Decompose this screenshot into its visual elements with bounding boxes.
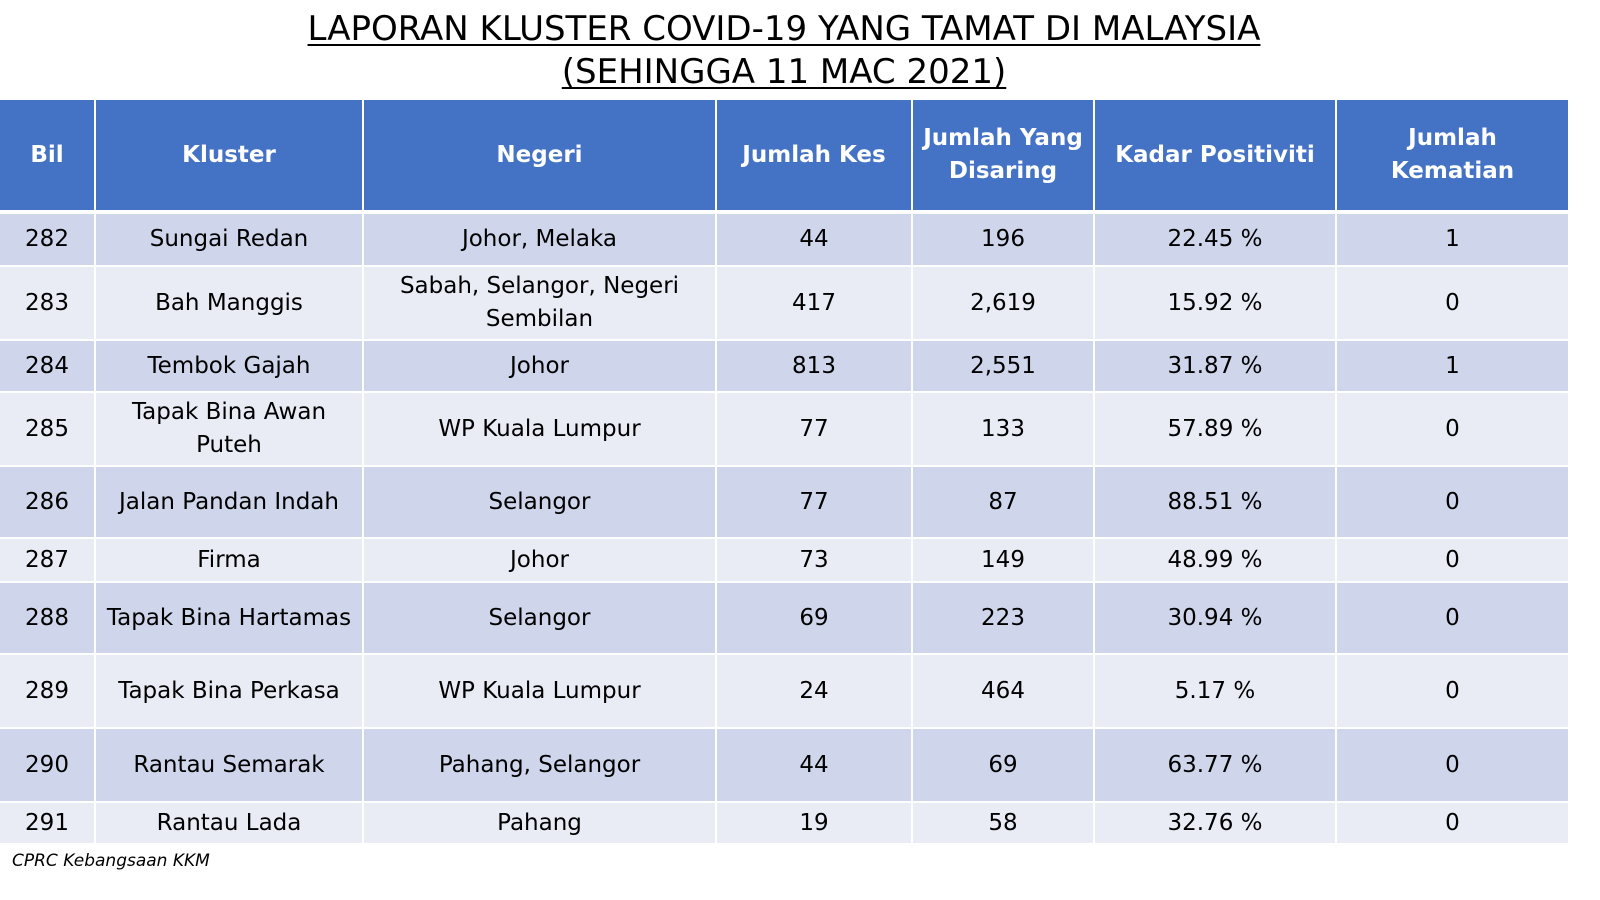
table-header-row: Bil Kluster Negeri Jumlah Kes Jumlah Yan… <box>0 100 1568 214</box>
cell-disaring: 58 <box>912 802 1095 845</box>
cell-kes: 73 <box>716 538 913 583</box>
cell-positiviti: 32.76 % <box>1094 802 1337 845</box>
cell-positiviti: 48.99 % <box>1094 538 1337 583</box>
cell-kluster: Tembok Gajah <box>95 340 364 393</box>
cell-kluster: Rantau Semarak <box>95 728 364 803</box>
cell-disaring: 69 <box>912 728 1095 803</box>
cell-bil: 284 <box>0 340 96 393</box>
cell-positiviti: 63.77 % <box>1094 728 1337 803</box>
cell-kluster: Sungai Redan <box>95 212 364 267</box>
header-negeri: Negeri <box>363 100 717 214</box>
table-row: 287 Firma Johor 73 149 48.99 % 0 <box>0 538 1568 583</box>
cell-disaring: 133 <box>912 392 1095 467</box>
cell-kluster: Tapak Bina Awan Puteh <box>95 392 364 467</box>
cell-positiviti: 15.92 % <box>1094 266 1337 341</box>
cell-kes: 19 <box>716 802 913 845</box>
table-row: 286 Jalan Pandan Indah Selangor 77 87 88… <box>0 466 1568 539</box>
cell-negeri: Johor <box>363 340 717 393</box>
cell-kematian: 0 <box>1336 538 1568 583</box>
cell-disaring: 2,619 <box>912 266 1095 341</box>
cell-kes: 77 <box>716 392 913 467</box>
cell-bil: 282 <box>0 212 96 267</box>
cell-positiviti: 5.17 % <box>1094 654 1337 729</box>
cell-kluster: Bah Manggis <box>95 266 364 341</box>
cell-kematian: 0 <box>1336 654 1568 729</box>
table-row: 282 Sungai Redan Johor, Melaka 44 196 22… <box>0 212 1568 267</box>
header-bil: Bil <box>0 100 96 214</box>
cell-disaring: 2,551 <box>912 340 1095 393</box>
header-jumlah-disaring: Jumlah Yang Disaring <box>912 100 1095 214</box>
cell-bil: 289 <box>0 654 96 729</box>
cell-kes: 44 <box>716 728 913 803</box>
cell-positiviti: 31.87 % <box>1094 340 1337 393</box>
cell-positiviti: 30.94 % <box>1094 582 1337 655</box>
page-title: LAPORAN KLUSTER COVID-19 YANG TAMAT DI M… <box>0 8 1568 94</box>
table-row: 284 Tembok Gajah Johor 813 2,551 31.87 %… <box>0 340 1568 393</box>
cell-negeri: WP Kuala Lumpur <box>363 392 717 467</box>
table-row: 290 Rantau Semarak Pahang, Selangor 44 6… <box>0 728 1568 803</box>
table-row: 289 Tapak Bina Perkasa WP Kuala Lumpur 2… <box>0 654 1568 729</box>
header-jumlah-kes: Jumlah Kes <box>716 100 913 214</box>
cell-kes: 417 <box>716 266 913 341</box>
title-line-1: LAPORAN KLUSTER COVID-19 YANG TAMAT DI M… <box>307 9 1261 49</box>
cell-bil: 288 <box>0 582 96 655</box>
cell-disaring: 149 <box>912 538 1095 583</box>
cell-kematian: 0 <box>1336 466 1568 539</box>
cell-kes: 24 <box>716 654 913 729</box>
cell-negeri: WP Kuala Lumpur <box>363 654 717 729</box>
cell-kes: 44 <box>716 212 913 267</box>
header-kluster: Kluster <box>95 100 364 214</box>
table-row: 285 Tapak Bina Awan Puteh WP Kuala Lumpu… <box>0 392 1568 467</box>
cell-kes: 813 <box>716 340 913 393</box>
cell-kes: 69 <box>716 582 913 655</box>
cell-positiviti: 57.89 % <box>1094 392 1337 467</box>
cell-disaring: 223 <box>912 582 1095 655</box>
cell-kluster: Jalan Pandan Indah <box>95 466 364 539</box>
header-jumlah-kematian: Jumlah Kematian <box>1336 100 1568 214</box>
cell-disaring: 196 <box>912 212 1095 267</box>
cell-kematian: 0 <box>1336 392 1568 467</box>
cell-negeri: Johor <box>363 538 717 583</box>
cell-bil: 285 <box>0 392 96 467</box>
table-row: 291 Rantau Lada Pahang 19 58 32.76 % 0 <box>0 802 1568 845</box>
cell-kluster: Tapak Bina Perkasa <box>95 654 364 729</box>
table-row: 283 Bah Manggis Sabah, Selangor, Negeri … <box>0 266 1568 341</box>
cell-kluster: Firma <box>95 538 364 583</box>
cluster-table: Bil Kluster Negeri Jumlah Kes Jumlah Yan… <box>0 100 1568 845</box>
cell-bil: 287 <box>0 538 96 583</box>
cell-kes: 77 <box>716 466 913 539</box>
cell-negeri: Selangor <box>363 466 717 539</box>
cell-kematian: 1 <box>1336 212 1568 267</box>
cell-positiviti: 22.45 % <box>1094 212 1337 267</box>
cell-negeri: Johor, Melaka <box>363 212 717 267</box>
cell-negeri: Sabah, Selangor, Negeri Sembilan <box>363 266 717 341</box>
cell-kluster: Tapak Bina Hartamas <box>95 582 364 655</box>
cell-kematian: 0 <box>1336 266 1568 341</box>
cell-bil: 290 <box>0 728 96 803</box>
cell-disaring: 87 <box>912 466 1095 539</box>
cell-kematian: 1 <box>1336 340 1568 393</box>
cell-negeri: Selangor <box>363 582 717 655</box>
cell-kematian: 0 <box>1336 728 1568 803</box>
cell-negeri: Pahang <box>363 802 717 845</box>
cell-disaring: 464 <box>912 654 1095 729</box>
header-kadar-positiviti: Kadar Positiviti <box>1094 100 1337 214</box>
table-row: 288 Tapak Bina Hartamas Selangor 69 223 … <box>0 582 1568 655</box>
cell-kematian: 0 <box>1336 582 1568 655</box>
cell-bil: 283 <box>0 266 96 341</box>
cell-bil: 291 <box>0 802 96 845</box>
cell-kematian: 0 <box>1336 802 1568 845</box>
cell-positiviti: 88.51 % <box>1094 466 1337 539</box>
title-line-2: (SEHINGGA 11 MAC 2021) <box>561 52 1007 92</box>
cell-negeri: Pahang, Selangor <box>363 728 717 803</box>
cell-bil: 286 <box>0 466 96 539</box>
cell-kluster: Rantau Lada <box>95 802 364 845</box>
source-footer: CPRC Kebangsaan KKM <box>12 851 210 871</box>
